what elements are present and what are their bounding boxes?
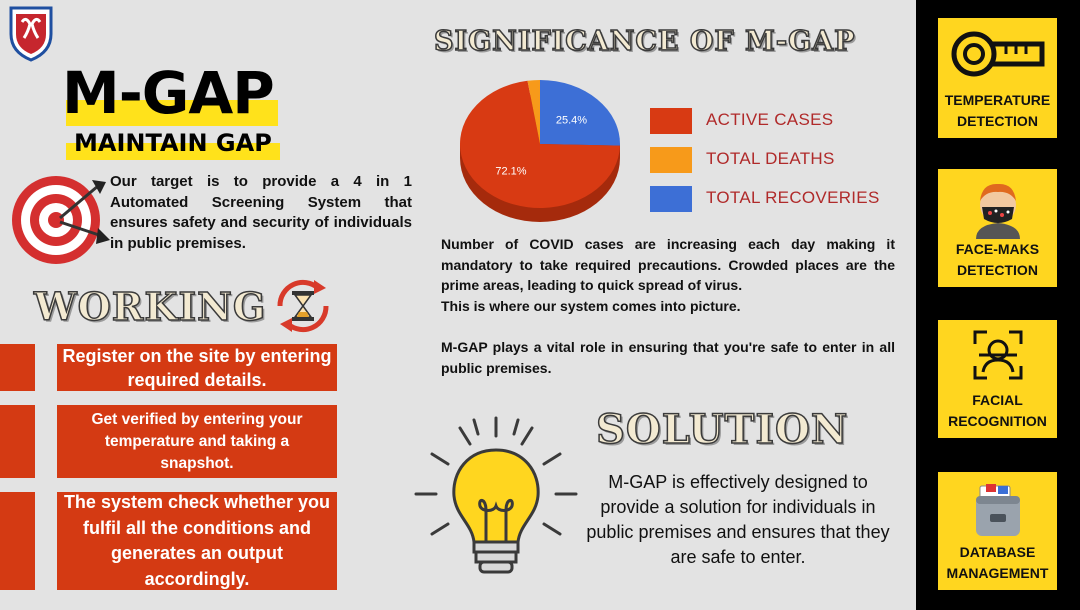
intro-text: Our target is to provide a 4 in 1 Automa… xyxy=(110,173,412,252)
pie-slice-recoveries xyxy=(540,80,620,146)
legend-swatch-recoveries xyxy=(650,186,692,212)
thermometer-icon xyxy=(938,28,1057,80)
legend-label-active: ACTIVE CASES xyxy=(706,110,834,129)
significance-paragraph: Number of COVID cases are increasing eac… xyxy=(441,234,895,316)
masked-face-icon xyxy=(938,179,1057,239)
step-marker-1 xyxy=(0,344,35,391)
database-icon xyxy=(938,482,1057,540)
feature-card-face-mask: FACE-MAKS DETECTION xyxy=(938,169,1057,287)
step-2: Get verified by entering your temperatur… xyxy=(57,405,337,478)
solution-text: M-GAP is effectively designed to provide… xyxy=(586,472,890,567)
feature-label: FACIAL RECOGNITION xyxy=(948,392,1047,429)
university-crest-icon xyxy=(8,4,54,62)
step-1-text: Register on the site by entering require… xyxy=(62,345,332,390)
chart-legend: ACTIVE CASES TOTAL DEATHS TOTAL RECOVERI… xyxy=(648,106,908,216)
feature-card-database: DATABASE MANAGEMENT xyxy=(938,472,1057,590)
feature-label: DATABASE MANAGEMENT xyxy=(946,544,1049,581)
page-title: M-GAP xyxy=(62,64,278,126)
target-icon xyxy=(10,170,110,266)
legend-label-deaths: TOTAL DEATHS xyxy=(706,149,835,168)
step-1: Register on the site by entering require… xyxy=(57,344,337,391)
step-marker-2 xyxy=(0,405,35,478)
feature-card-facial-recognition: FACIAL RECOGNITION xyxy=(938,320,1057,438)
pie-slice-deaths xyxy=(527,80,540,144)
pie-data-label: 25.4% xyxy=(556,114,587,126)
lightbulb-icon xyxy=(410,414,582,580)
step-3-text: The system check whether you fulfil all … xyxy=(63,492,331,589)
significance-paragraph-2: M-GAP plays a vital role in ensuring tha… xyxy=(441,339,895,376)
legend-label-recoveries: TOTAL RECOVERIES xyxy=(706,188,880,207)
pie-data-label: 72.1% xyxy=(495,165,526,177)
step-marker-3 xyxy=(0,492,35,590)
face-scan-icon xyxy=(938,328,1057,382)
significance-heading: SIGNIFICANCE OF M-GAP xyxy=(433,25,856,58)
page-subtitle: MAINTAIN GAP xyxy=(66,126,280,160)
working-heading: WORKING xyxy=(33,283,267,330)
step-2-text: Get verified by entering your temperatur… xyxy=(91,410,303,472)
legend-swatch-deaths xyxy=(650,147,692,173)
solution-heading: SOLUTION xyxy=(595,405,849,454)
pie-chart: 72.1% 25.4% xyxy=(455,74,635,234)
feature-card-temperature: TEMPERATURE DETECTION xyxy=(938,18,1057,138)
step-3: The system check whether you fulfil all … xyxy=(57,492,337,590)
feature-label: FACE-MAKS DETECTION xyxy=(955,241,1040,278)
main-panel: M-GAP MAINTAIN GAP Our target is to prov… xyxy=(0,0,916,610)
significance-para-1: Number of COVID cases are increasing eac… xyxy=(441,236,895,293)
pie-slice-active xyxy=(460,80,620,209)
significance-para-2: This is where our system comes into pict… xyxy=(441,297,741,314)
legend-swatch-active xyxy=(650,108,692,134)
hourglass-cycle-icon xyxy=(272,278,334,334)
feature-label: TEMPERATURE DETECTION xyxy=(944,92,1051,129)
